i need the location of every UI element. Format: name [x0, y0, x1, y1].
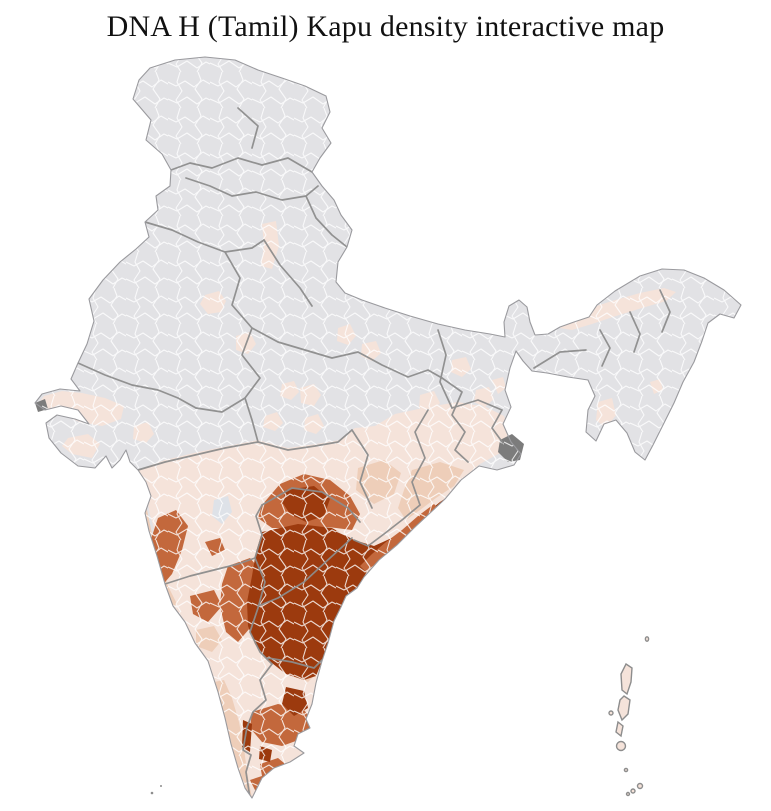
island[interactable] [615, 720, 624, 738]
island[interactable] [620, 662, 633, 696]
andaman-nicobar-islands[interactable] [608, 636, 650, 797]
island[interactable] [625, 791, 631, 797]
island[interactable] [623, 767, 629, 773]
island[interactable] [636, 782, 644, 790]
island[interactable] [160, 785, 162, 787]
map-title: DNA H (Tamil) Kapu density interactive m… [106, 10, 665, 43]
island[interactable] [630, 788, 636, 794]
state-boundaries [77, 107, 671, 798]
india-outline [34, 56, 742, 799]
island[interactable] [644, 636, 650, 642]
island[interactable] [617, 695, 631, 722]
island[interactable] [150, 791, 154, 795]
island[interactable] [608, 710, 614, 716]
island[interactable] [615, 740, 627, 752]
lakshadweep-islands[interactable] [150, 785, 162, 795]
